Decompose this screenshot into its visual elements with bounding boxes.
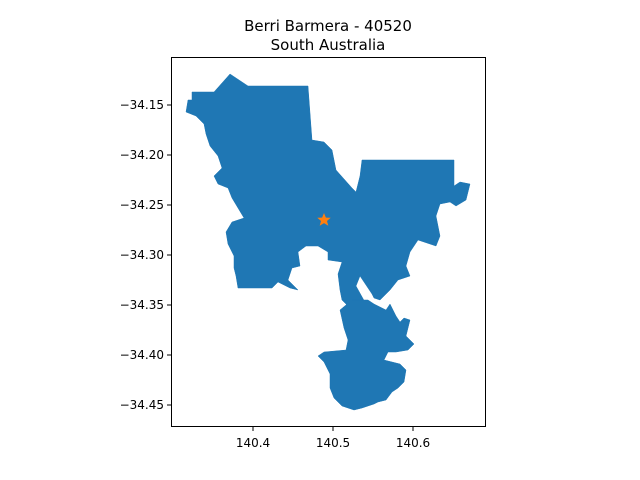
- y-tick-label: −34.25: [120, 198, 164, 212]
- y-axis: −34.15 −34.20 −34.25 −34.30 −34.35 −34.4…: [120, 98, 171, 412]
- y-tick-label: −34.35: [120, 298, 164, 312]
- x-tick-label: 140.5: [316, 436, 350, 450]
- map-title-line2: South Australia: [271, 36, 386, 54]
- y-tick-label: −34.15: [120, 98, 164, 112]
- x-axis: 140.4 140.5 140.6: [236, 427, 430, 450]
- y-tick-label: −34.20: [120, 148, 164, 162]
- x-tick-label: 140.6: [396, 436, 430, 450]
- y-tick-label: −34.30: [120, 248, 164, 262]
- town-marker-star: [317, 213, 331, 226]
- region-polygon: [185, 73, 471, 411]
- y-tick-label: −34.45: [120, 398, 164, 412]
- x-tick-label: 140.4: [236, 436, 270, 450]
- axes-frame: [171, 57, 486, 427]
- y-tick-label: −34.40: [120, 348, 164, 362]
- map-title-line1: Berri Barmera - 40520: [244, 17, 412, 35]
